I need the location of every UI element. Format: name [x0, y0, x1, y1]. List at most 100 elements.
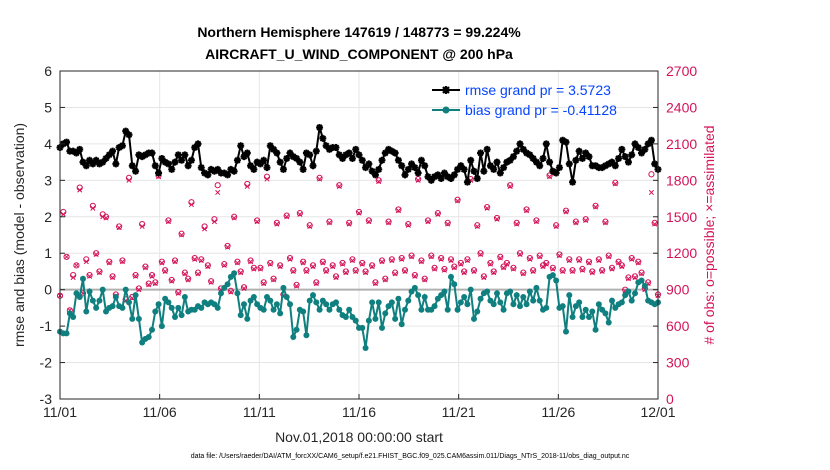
rmse-point — [592, 162, 600, 170]
rmse-point — [506, 156, 514, 164]
bias-point — [500, 306, 507, 313]
rmse-point — [641, 145, 649, 153]
obs-assimilated-marker — [625, 276, 631, 282]
obs-possible-marker — [224, 242, 231, 250]
obs-possible-marker — [293, 281, 300, 288]
obs-assimilated-marker — [323, 268, 329, 274]
bias-point — [96, 297, 103, 304]
obs-assimilated-marker — [330, 264, 336, 270]
obs-assimilated-marker — [119, 259, 125, 265]
rmse-point — [237, 142, 245, 150]
obs-assimilated-marker — [267, 261, 273, 267]
obs-assimilated-marker — [271, 277, 277, 283]
bias-point — [359, 324, 366, 331]
obs-assimilated-marker — [346, 221, 352, 227]
bias-point — [530, 297, 537, 304]
rmse-point — [138, 153, 146, 161]
obs-possible-marker — [221, 261, 228, 268]
rmse-point — [411, 164, 419, 172]
obs-assimilated-marker — [349, 257, 355, 264]
obs-assimilated-marker — [550, 266, 556, 272]
rmse-point — [417, 156, 425, 164]
rmse-point — [316, 123, 324, 131]
obs-possible-marker — [208, 278, 215, 285]
legend-bias-label: bias grand pr = -0.41128 — [465, 102, 617, 118]
bias-point — [93, 304, 100, 311]
bias-point — [418, 306, 425, 313]
bias-point — [405, 297, 412, 304]
obs-possible-marker — [526, 254, 533, 262]
rmse-point — [431, 173, 439, 181]
obs-assimilated-marker — [251, 266, 257, 272]
y2-tick-label: 0 — [666, 391, 674, 407]
obs-possible-marker — [332, 273, 340, 280]
obs-assimilated-marker — [136, 287, 142, 293]
rmse-point — [168, 165, 176, 173]
obs-assimilated-marker — [205, 264, 211, 270]
obs-possible-marker — [533, 217, 540, 224]
obs-assimilated-marker — [90, 205, 96, 211]
rmse-point — [569, 178, 577, 186]
bias-point — [520, 293, 527, 300]
bias-point — [119, 304, 126, 311]
bias-point — [402, 306, 408, 313]
bias-point — [280, 284, 287, 291]
bias-point — [421, 293, 428, 300]
obs-assimilated-marker — [182, 271, 188, 277]
rmse-point — [608, 158, 616, 166]
obs-possible-marker — [562, 207, 570, 214]
bias-point — [605, 319, 612, 326]
obs-possible-marker — [507, 182, 514, 189]
obs-assimilated-marker — [425, 219, 431, 225]
obs-possible-marker — [116, 223, 123, 230]
bias-point — [592, 326, 599, 333]
bias-point — [283, 293, 290, 300]
obs-possible-marker — [480, 273, 487, 280]
obs-assimilated-marker — [540, 264, 546, 270]
obs-assimilated-marker — [169, 278, 175, 284]
bias-point — [218, 290, 224, 297]
obs-assimilated-marker — [234, 260, 240, 266]
rmse-point — [477, 149, 485, 157]
obs-possible-marker — [329, 262, 336, 269]
obs-assimilated-marker — [478, 251, 484, 257]
rmse-point — [552, 169, 560, 177]
y-tick-label: 4 — [44, 136, 52, 152]
bias-point — [461, 293, 468, 300]
obs-assimilated-marker — [379, 259, 385, 265]
rmse-point — [513, 147, 521, 155]
bias-point — [316, 306, 323, 313]
y2-tick-label: 1200 — [666, 245, 697, 261]
obs-assimilated-marker — [474, 223, 480, 230]
obs-assimilated-marker — [629, 256, 635, 262]
y-axis-left: -3 -2 -1 0 1 2 3 4 5 6 — [40, 63, 65, 407]
obs-possible-marker — [359, 259, 366, 267]
obs-assimilated-marker — [428, 254, 434, 260]
y2-tick-label: 1500 — [666, 209, 697, 225]
rmse-point — [358, 156, 366, 164]
rmse-point — [631, 140, 639, 148]
rmse-point — [427, 176, 435, 184]
rmse-point — [319, 134, 327, 142]
obs-possible-marker — [382, 275, 389, 282]
obs-possible-marker — [464, 256, 471, 263]
obs-assimilated-marker — [175, 290, 181, 296]
obs-possible-marker — [286, 254, 294, 262]
bias-point — [362, 344, 369, 351]
obs-possible-marker — [362, 268, 369, 275]
rmse-point — [141, 151, 149, 159]
bias-point — [494, 290, 500, 297]
rmse-point — [651, 160, 659, 168]
bias-point — [484, 288, 491, 295]
rmse-point — [450, 171, 458, 179]
obs-assimilated-marker — [162, 268, 168, 274]
obs-possible-marker — [168, 276, 175, 284]
obs-assimilated-marker — [461, 270, 467, 276]
legend-bias-marker — [442, 106, 450, 114]
bias-point — [365, 317, 372, 324]
obs-possible-marker — [546, 172, 553, 179]
bias-point — [158, 323, 165, 330]
obs-assimilated-marker — [507, 183, 513, 189]
obs-possible-marker — [530, 267, 537, 274]
rmse-point — [89, 160, 97, 168]
